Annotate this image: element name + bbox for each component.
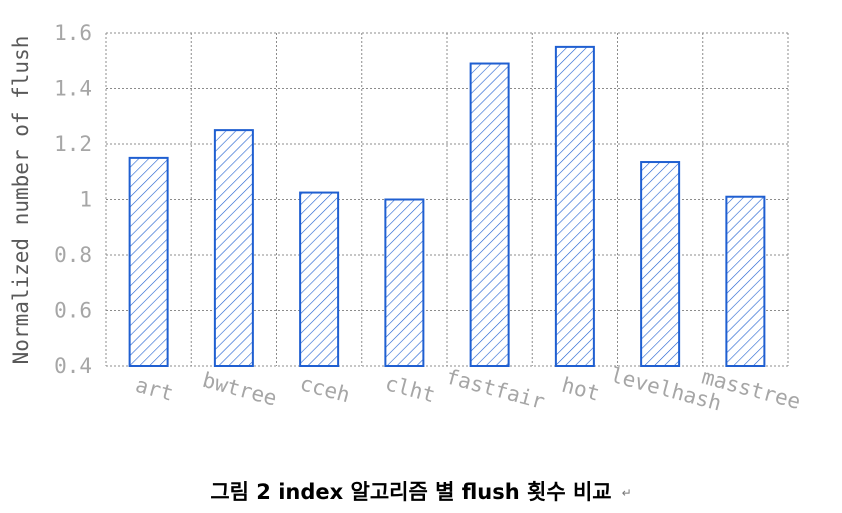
x-tick-label: fastfair: [443, 365, 547, 414]
bar-fastfair: [469, 62, 510, 368]
x-tick-label: bwtree: [200, 368, 279, 411]
figure-caption: 그림 2 index 알고리즘 별 flush 횟수 비교 ↵: [0, 476, 842, 506]
y-tick-label: 0.8: [54, 243, 92, 267]
grid-lines: [105, 32, 789, 367]
y-tick-labels: 0.4 0.6 0.8 1 1.2 1.4 1.6: [54, 21, 92, 378]
bar-masstree: [725, 195, 766, 367]
x-tick-label: clht: [383, 371, 438, 407]
y-axis-label: Normalized number of flush: [9, 36, 33, 365]
y-tick-label: 1.2: [54, 132, 92, 156]
y-tick-label: 1.4: [54, 77, 92, 101]
y-tick-label: 1.6: [54, 21, 92, 45]
bar-cceh: [299, 191, 340, 367]
x-tick-label: hot: [559, 373, 602, 406]
x-tick-label: cceh: [297, 371, 352, 407]
bar-bwtree: [213, 129, 254, 367]
caption-text: 그림 2 index 알고리즘 별 flush 횟수 비교: [210, 480, 612, 504]
bar-chart: 0.4 0.6 0.8 1 1.2 1.4 1.6 art bwtree cceh clht fas…: [9, 21, 803, 416]
y-tick-label: 0.6: [54, 299, 92, 323]
bar-levelhash: [640, 161, 681, 367]
paragraph-mark-icon: ↵: [621, 486, 632, 500]
y-tick-label: 1: [79, 188, 92, 212]
x-tick-label: art: [133, 373, 176, 406]
bar-hot: [554, 45, 595, 367]
bar-clht: [384, 198, 425, 367]
y-tick-label: 0.4: [54, 354, 92, 378]
bar-art: [128, 156, 169, 367]
x-tick-labels: art bwtree cceh clht fastfair hot levelhashmas…: [133, 363, 803, 416]
bars: [128, 45, 766, 368]
